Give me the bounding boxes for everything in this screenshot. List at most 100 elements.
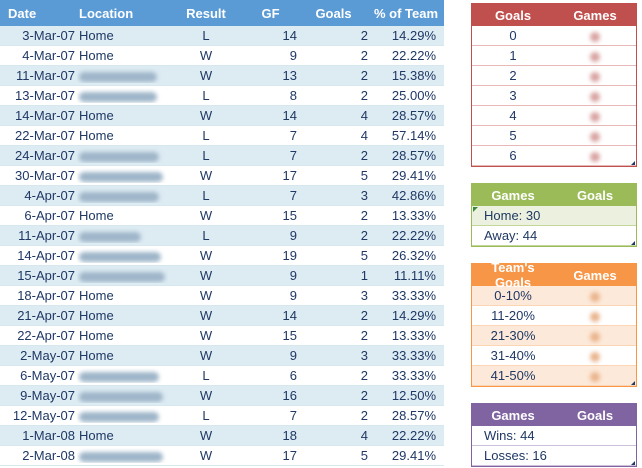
cell-gf[interactable]: 6 [289, 368, 297, 383]
goals-games-row[interactable]: 2 [472, 66, 636, 86]
table-row[interactable]: 22-Mar-07 Home L 7 4 57.14% [0, 126, 444, 146]
cell-gf[interactable]: 14 [282, 28, 297, 43]
cell-date[interactable]: 6-May-07 [20, 368, 75, 383]
cell-result[interactable]: W [199, 268, 213, 283]
cell-pct[interactable]: 22.22% [391, 428, 436, 443]
goals-games-row[interactable]: 0 [472, 26, 636, 46]
cell-date[interactable]: 22-Apr-07 [17, 328, 75, 343]
cell-pct[interactable]: 42.86% [391, 188, 436, 203]
cell-location[interactable] [77, 88, 168, 103]
cell-date[interactable]: 24-Mar-07 [15, 148, 75, 163]
goals-games-header-goals[interactable]: Goals [494, 7, 532, 23]
cell-gf[interactable]: 9 [289, 348, 297, 363]
cell-gf[interactable]: 9 [289, 228, 297, 243]
table-row[interactable]: 2-Mar-08 W 17 5 29.41% [0, 446, 444, 466]
cell-location[interactable] [77, 248, 168, 263]
cell-result[interactable]: W [199, 308, 213, 323]
cell-location[interactable]: Home [79, 308, 114, 323]
table-row[interactable]: 6-Apr-07 Home W 15 2 13.33% [0, 206, 444, 226]
cell-gf[interactable]: 15 [282, 328, 297, 343]
cell-goals[interactable]: 5 [360, 168, 368, 183]
cell-gf[interactable]: 17 [282, 168, 297, 183]
table-row[interactable]: 2-May-07 Home W 9 3 33.33% [0, 346, 444, 366]
cell-result[interactable]: L [202, 228, 210, 243]
cell-gf[interactable]: 7 [289, 128, 297, 143]
cell-location[interactable]: Home [79, 428, 114, 443]
cell-gf[interactable]: 8 [289, 88, 297, 103]
cell-result[interactable]: W [199, 48, 213, 63]
cell-pct[interactable]: 29.41% [391, 448, 436, 463]
cell-gf[interactable]: 9 [289, 288, 297, 303]
table-resize-handle[interactable] [631, 461, 635, 465]
cell-date[interactable]: 13-Mar-07 [15, 88, 75, 103]
cell-date[interactable]: 30-Mar-07 [15, 168, 75, 183]
losses-row[interactable]: Losses: 16 [472, 446, 636, 466]
cell-date[interactable]: 2-May-07 [20, 348, 75, 363]
cell-gf[interactable]: 7 [289, 148, 297, 163]
cell-date[interactable]: 6-Apr-07 [24, 208, 75, 223]
goals-games-row[interactable]: 6 [472, 146, 636, 166]
home-away-header-games[interactable]: Games [491, 187, 535, 203]
cell-gf[interactable]: 15 [282, 208, 297, 223]
away-row[interactable]: Away: 44 [472, 226, 636, 246]
cell-result[interactable]: L [202, 128, 210, 143]
cell-goals[interactable]: 4 [360, 128, 368, 143]
win-loss-header-goals[interactable]: Goals [576, 407, 614, 423]
team-goals-row[interactable]: 41-50% [472, 366, 636, 386]
home-away-header-goals[interactable]: Goals [576, 187, 614, 203]
cell-goals[interactable]: 2 [360, 48, 368, 63]
table-row[interactable]: 21-Apr-07 Home W 14 2 14.29% [0, 306, 444, 326]
cell-location[interactable]: Home [79, 108, 114, 123]
cell-pct[interactable]: 28.57% [391, 408, 436, 423]
cell-result[interactable]: W [199, 208, 213, 223]
table-row[interactable]: 4-Mar-07 Home W 9 2 22.22% [0, 46, 444, 66]
cell-pct[interactable]: 11.11% [393, 268, 436, 283]
cell-pct[interactable]: 26.32% [391, 248, 436, 263]
cell-result[interactable]: W [199, 248, 213, 263]
cell-gf[interactable]: 13 [282, 68, 297, 83]
cell-goals[interactable]: 3 [360, 288, 368, 303]
team-goals-header-games[interactable]: Games [573, 267, 617, 283]
cell-pct[interactable]: 13.33% [391, 208, 436, 223]
cell-location[interactable] [77, 168, 168, 183]
team-goals-header-team[interactable]: Team's Goals [491, 260, 535, 290]
cell-result[interactable]: L [202, 28, 210, 43]
cell-gf[interactable]: 7 [289, 408, 297, 423]
cell-date[interactable]: 21-Apr-07 [17, 308, 75, 323]
goals-games-row[interactable]: 4 [472, 106, 636, 126]
cell-result[interactable]: L [202, 408, 210, 423]
cell-result[interactable]: W [199, 108, 213, 123]
cell-date[interactable]: 4-Mar-07 [22, 48, 75, 63]
cell-goals[interactable]: 2 [360, 388, 368, 403]
cell-result[interactable]: W [199, 428, 213, 443]
team-goals-row[interactable]: 0-10% [472, 286, 636, 306]
goals-games-row[interactable]: 1 [472, 46, 636, 66]
cell-location[interactable]: Home [79, 328, 114, 343]
header-goals[interactable]: Goals [315, 5, 352, 21]
cell-date[interactable]: 3-Mar-07 [22, 28, 75, 43]
cell-goals[interactable]: 1 [360, 268, 368, 283]
table-row[interactable]: 3-Mar-07 Home L 14 2 14.29% [0, 26, 444, 46]
cell-date[interactable]: 18-Apr-07 [17, 288, 75, 303]
cell-gf[interactable]: 9 [289, 48, 297, 63]
cell-location[interactable] [77, 68, 168, 83]
cell-pct[interactable]: 25.00% [391, 88, 436, 103]
table-row[interactable]: 1-Mar-08 Home W 18 4 22.22% [0, 426, 444, 446]
home-row[interactable]: Home: 30 [472, 206, 636, 226]
team-goals-row[interactable]: 31-40% [472, 346, 636, 366]
cell-result[interactable]: W [199, 388, 213, 403]
cell-location[interactable] [77, 268, 168, 283]
goals-games-header-games[interactable]: Games [573, 7, 617, 23]
cell-location[interactable]: Home [79, 28, 114, 43]
table-row[interactable]: 22-Apr-07 Home W 15 2 13.33% [0, 326, 444, 346]
cell-result[interactable]: L [202, 368, 210, 383]
header-location[interactable]: Location [79, 5, 134, 21]
cell-location[interactable] [77, 368, 168, 383]
cell-result[interactable]: W [199, 448, 213, 463]
cell-date[interactable]: 9-May-07 [20, 388, 75, 403]
cell-date[interactable]: 15-Apr-07 [17, 268, 75, 283]
table-row[interactable]: 4-Apr-07 L 7 3 42.86% [0, 186, 444, 206]
cell-location[interactable]: Home [79, 288, 114, 303]
wins-row[interactable]: Wins: 44 [472, 426, 636, 446]
cell-date[interactable]: 1-Mar-08 [22, 428, 75, 443]
